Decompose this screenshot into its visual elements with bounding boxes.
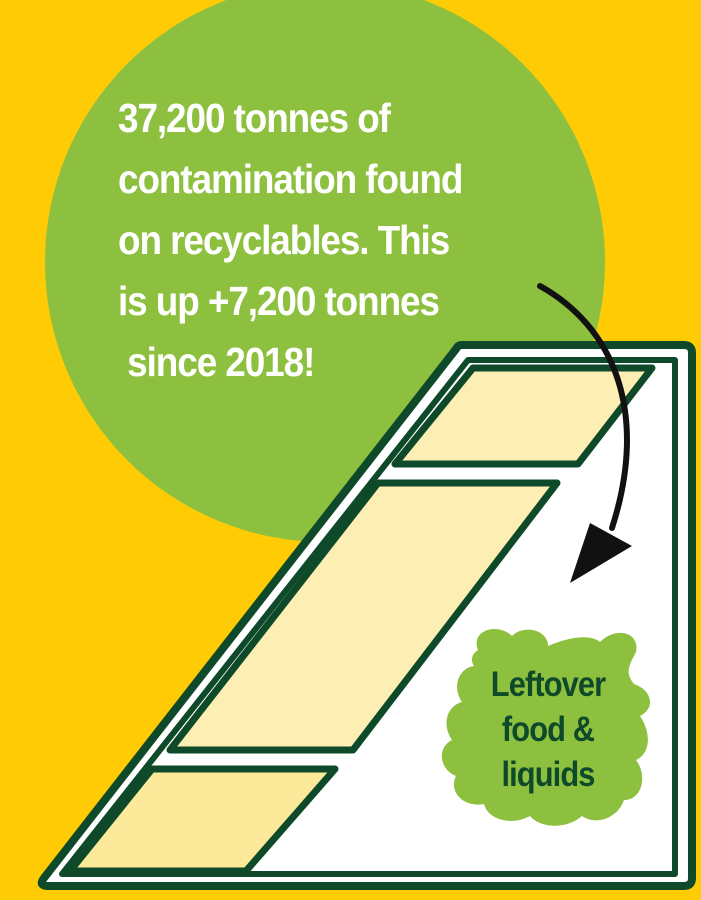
blob-label-line-1: Leftover	[490, 665, 606, 704]
middle-compartment	[166, 479, 561, 754]
recycling-bin-icon	[37, 341, 696, 890]
headline-line-2: contamination found	[118, 156, 463, 202]
headline-line-5: since 2018!	[118, 339, 315, 385]
blob-label-line-2: food &	[501, 710, 595, 749]
blob-label: Leftover food & liquids	[469, 662, 627, 797]
food-splat-icon	[441, 628, 651, 826]
headline-line-1: 37,200 tonnes of	[118, 95, 391, 141]
headline-text: 37,200 tonnes of contamination found on …	[118, 88, 514, 393]
headline-line-3: on recyclables. This	[118, 217, 450, 263]
blob-label-line-3: liquids	[501, 755, 595, 794]
headline-line-4: is up +7,200 tonnes	[118, 278, 440, 324]
curved-arrow-icon	[537, 283, 632, 583]
bottom-compartment	[66, 765, 339, 875]
top-compartment	[391, 364, 656, 468]
